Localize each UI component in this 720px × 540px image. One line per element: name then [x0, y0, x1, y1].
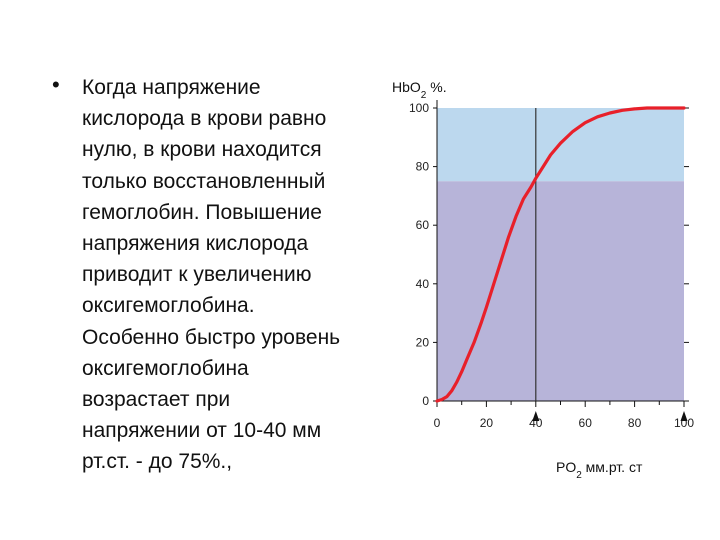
y-axis-title-part: O [410, 79, 421, 95]
paragraph-line: гемоглобин. Повышение [82, 200, 322, 224]
x-tick-label: 80 [628, 416, 642, 430]
x-axis-title: PO2 мм.рт. ст [556, 459, 643, 481]
x-axis-title-part: 2 [576, 470, 582, 481]
paragraph-line: приводит к увеличению [82, 263, 312, 287]
y-axis-title-part: 2 [421, 90, 427, 101]
saturation-curve [435, 106, 686, 403]
y-tick-label: 60 [416, 218, 430, 232]
x-tick-label: 20 [480, 416, 494, 430]
paragraph-line: напряжения кислорода [82, 232, 309, 256]
y-tick-label: 0 [422, 394, 429, 408]
x-tick-label: 0 [434, 416, 441, 430]
paragraph-line: возрастает при [82, 388, 231, 412]
paragraph-line: Когда напряжение [82, 76, 261, 99]
paragraph-line: оксигемоглобина [82, 356, 249, 380]
bullet-marker: • [52, 72, 60, 97]
paragraph-line: Особенно быстро уровень [82, 325, 341, 349]
paragraph-line: только восстановленный [82, 169, 326, 193]
y-tick-label: 40 [416, 277, 430, 291]
y-tick-label: 80 [416, 160, 430, 174]
x-axis-title-part: мм.рт. ст [582, 459, 643, 475]
y-axis-title-part: %. [426, 79, 446, 95]
x-tick-label: 60 [579, 416, 593, 430]
x-tick-label: 100 [674, 416, 694, 430]
paragraph-line: оксигемоглобина. [82, 294, 255, 318]
x-tick-label: 40 [529, 416, 543, 430]
y-tick-label: 20 [416, 335, 430, 349]
arrow-marker [680, 411, 688, 421]
y-axis-title: HbO2 %. [392, 79, 447, 101]
bullet-paragraph: Когда напряжение кислорода в крови равно н… [82, 72, 382, 478]
paragraph-line: кислорода в крови равно [82, 107, 327, 131]
paragraph-line: напряжении от 10-40 мм [82, 419, 322, 443]
y-tick-label: 100 [409, 101, 429, 115]
arrow-marker [532, 411, 540, 421]
y-axis-title-part: Hb [392, 79, 410, 95]
paragraph-line: рт.ст. - до 75%., [82, 450, 233, 474]
x-axis-title-part: PO [556, 459, 576, 475]
paragraph-line: нулю, в крови находится [82, 138, 322, 162]
lower-shaded-region [437, 181, 684, 401]
